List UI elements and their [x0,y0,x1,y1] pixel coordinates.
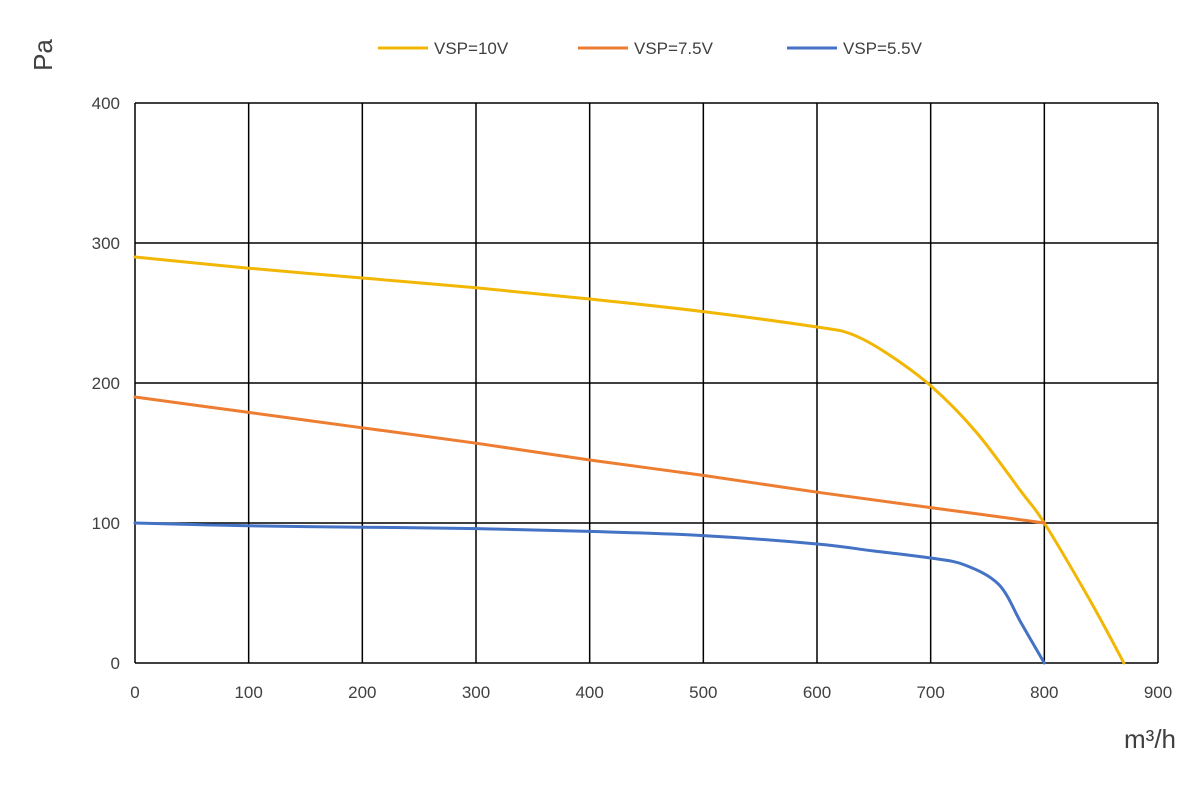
x-tick-label: 100 [234,683,262,702]
legend: VSP=10V VSP=7.5V VSP=5.5V [378,39,923,58]
x-axis-title: m³/h [1124,724,1176,754]
y-axis-title: Pa [28,39,58,71]
y-tick-label: 200 [92,374,120,393]
legend-label-2: VSP=7.5V [634,39,714,58]
x-tick-label: 700 [916,683,944,702]
y-tick-label: 300 [92,234,120,253]
x-tick-label: 400 [575,683,603,702]
series-lines [133,255,1126,665]
x-tick-label: 300 [462,683,490,702]
y-tick-label: 100 [92,514,120,533]
x-tick-label: 200 [348,683,376,702]
x-tick-label: 800 [1030,683,1058,702]
x-tick-label: 0 [130,683,139,702]
series-line-1 [133,255,1126,665]
x-tick-label: 900 [1144,683,1172,702]
y-tick-label: 0 [111,654,120,673]
series-line-2 [133,395,1046,525]
tick-labels: 0 100 200 300 400 500 600 700 800 900 0 100 200 300 40… [92,94,1173,702]
x-tick-label: 600 [803,683,831,702]
legend-label-3: VSP=5.5V [843,39,923,58]
x-tick-label: 500 [689,683,717,702]
legend-label-1: VSP=10V [434,39,509,58]
grid [134,102,1159,664]
y-tick-label: 400 [92,94,120,113]
series-line-3 [133,521,1046,665]
